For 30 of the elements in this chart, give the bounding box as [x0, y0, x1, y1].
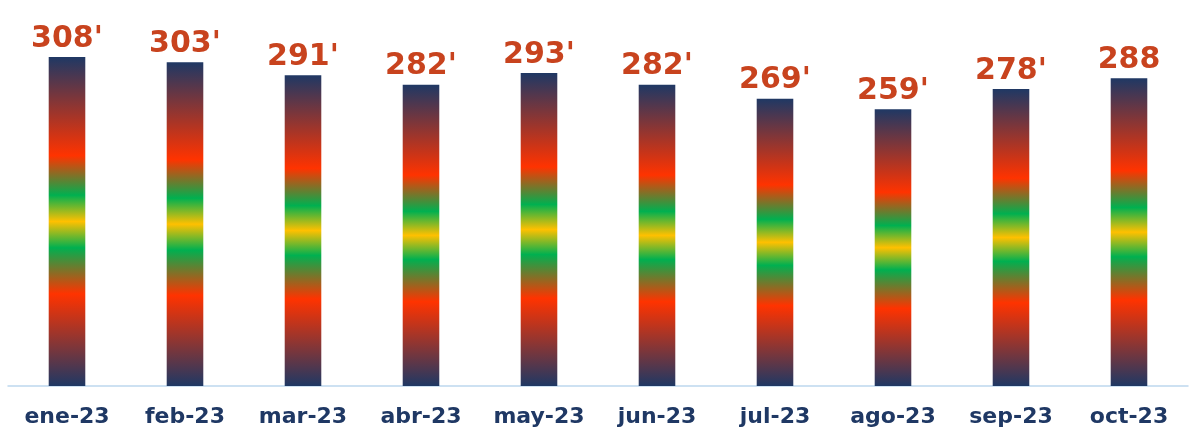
data-label: 278': [975, 50, 1047, 86]
bar: [284, 75, 322, 386]
x-tick-label: ago-23: [850, 402, 936, 428]
data-label: 259': [857, 70, 929, 106]
bar: [638, 84, 676, 386]
bar: [992, 89, 1030, 386]
bar: [166, 62, 204, 386]
data-label: 308': [31, 18, 103, 54]
x-tick-label: ene-23: [24, 402, 110, 428]
bar: [402, 84, 440, 386]
bar: [520, 73, 558, 386]
data-label: 291': [267, 36, 339, 72]
data-label: 282': [385, 46, 457, 82]
data-label: 303': [149, 23, 221, 59]
x-tick-label: jul-23: [738, 402, 811, 428]
x-tick-label: may-23: [493, 402, 585, 428]
bar: [756, 98, 794, 386]
x-tick-label: jun-23: [616, 402, 697, 428]
bar: [874, 109, 912, 386]
data-label: 288: [1097, 39, 1161, 75]
x-tick-label: feb-23: [145, 402, 225, 428]
data-label: 282': [621, 46, 693, 82]
x-tick-label: mar-23: [258, 402, 348, 428]
x-tick-label: oct-23: [1089, 402, 1169, 428]
x-tick-label: sep-23: [969, 402, 1053, 428]
bar: [48, 57, 86, 386]
bar: [1110, 78, 1148, 386]
data-label: 293': [503, 34, 575, 70]
data-label: 269': [739, 60, 811, 96]
x-tick-label: abr-23: [380, 402, 462, 428]
